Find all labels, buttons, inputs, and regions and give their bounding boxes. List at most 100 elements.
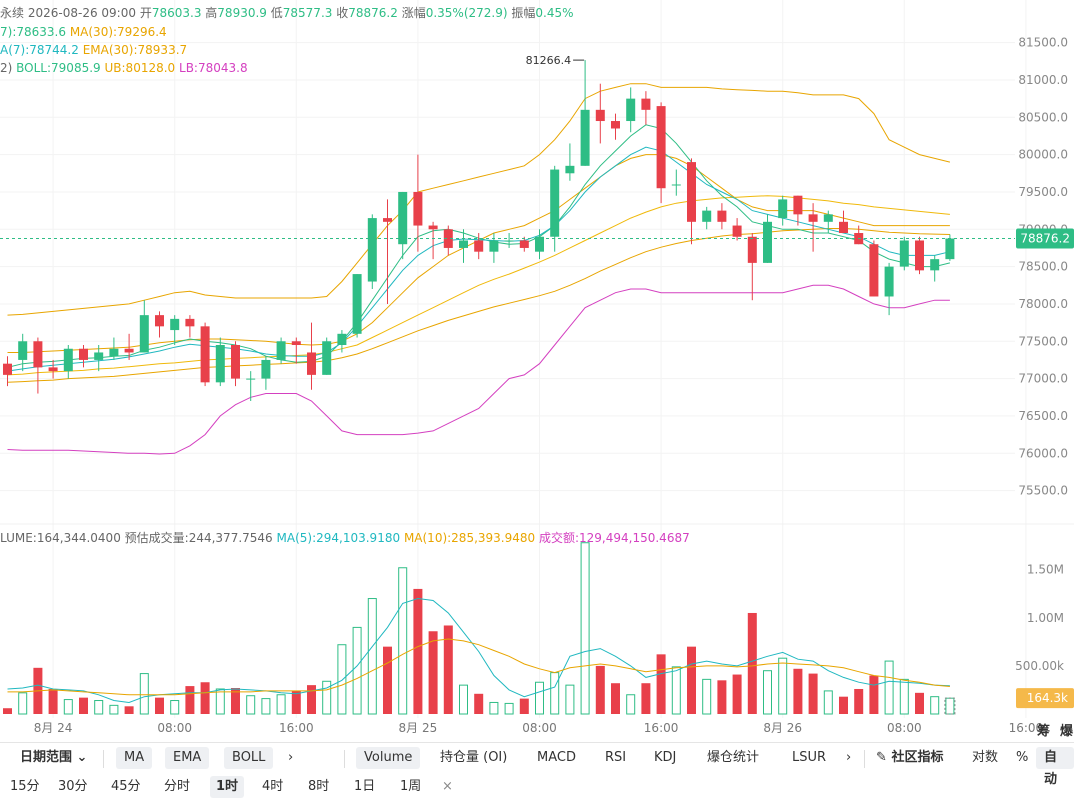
volume-bar <box>170 700 180 715</box>
volume-bar <box>398 567 408 715</box>
date-range-button[interactable]: 日期范围 ⌄ <box>20 750 88 765</box>
timeframe-1h[interactable]: 1时 <box>210 776 245 798</box>
candle-body <box>671 184 681 186</box>
time-axis-label: 8月 25 <box>399 721 438 735</box>
timeframe-4h[interactable]: 4时 <box>262 779 284 794</box>
chevron-down-icon: ⌄ <box>76 750 88 765</box>
candle-body <box>565 165 575 174</box>
volume-bar <box>899 678 909 715</box>
turnover-value: 成交额:129,494,150.4687 <box>538 531 690 545</box>
volume-bar <box>413 588 423 714</box>
ema-legend: A(7):78744.2 EMA(30):78933.7 <box>0 43 187 57</box>
percent-scale-button[interactable]: % <box>1016 750 1029 765</box>
volume-bar <box>231 688 240 714</box>
candle-body <box>200 326 210 383</box>
kdj-button[interactable]: KDJ <box>654 750 677 765</box>
ma7-value: 7):78633.6 <box>0 25 66 39</box>
vol-ma10-value: MA(10):285,393.9480 <box>403 531 536 545</box>
volume-bar <box>550 672 560 715</box>
volume-button[interactable]: Volume <box>356 747 421 769</box>
candle-body <box>94 352 104 360</box>
price-tick-label: 75500.0 <box>1018 484 1068 498</box>
candle-body <box>18 341 28 360</box>
toolbar-divider <box>0 742 1074 743</box>
log-scale-button[interactable]: 对数 <box>972 750 999 765</box>
volume-bar <box>94 700 104 715</box>
volume-bar <box>48 688 58 714</box>
rsi-button[interactable]: RSI <box>605 750 627 765</box>
candle-body <box>656 106 666 189</box>
candle-body <box>291 341 301 346</box>
candle-body <box>48 367 58 372</box>
divider <box>864 750 865 768</box>
ma-button[interactable]: MA <box>116 747 153 769</box>
candle-body <box>352 274 362 334</box>
candle-body <box>808 214 818 222</box>
macd-button[interactable]: MACD <box>537 750 576 765</box>
price-tick-label: 81500.0 <box>1018 36 1068 50</box>
boll-upper-line <box>7 83 951 316</box>
timeframe-1w[interactable]: 1周 <box>400 779 422 794</box>
candle-body <box>641 98 651 110</box>
timeframe-8h[interactable]: 8时 <box>308 779 330 794</box>
candle-body <box>383 218 392 222</box>
candle-body <box>519 240 529 248</box>
lsur-button[interactable]: LSUR <box>792 750 827 765</box>
volume-bar <box>671 666 681 715</box>
volume-bar <box>732 674 742 714</box>
timeframe-line[interactable]: 分时 <box>164 779 191 794</box>
chevron-right-icon[interactable]: › <box>288 750 294 765</box>
volume-bar <box>215 688 225 715</box>
oi-button[interactable]: 持仓量 (OI) <box>440 750 508 765</box>
price-tick-label: 80500.0 <box>1018 110 1068 124</box>
chips-tab[interactable]: 筹 <box>1037 724 1051 739</box>
ema-button[interactable]: EMA <box>165 747 210 769</box>
candle-body <box>413 191 423 226</box>
volume-bar <box>367 598 377 715</box>
price-chart[interactable]: 81500.081000.080500.080000.079500.079000… <box>0 0 1074 742</box>
indicator-toolbar: 日期范围 ⌄ MA EMA BOLL › Volume 持仓量 (OI) MAC… <box>0 742 1074 787</box>
candle-body <box>139 315 149 353</box>
candle-body <box>945 238 955 260</box>
candle-body <box>580 109 590 166</box>
candle-body <box>3 363 12 375</box>
timeframe-bar: 15分 30分 45分 分时 1时 4时 8时 1日 1周 × <box>0 774 1074 801</box>
timeframe-45m[interactable]: 45分 <box>111 779 141 794</box>
boll-button[interactable]: BOLL <box>224 747 274 769</box>
candle-body <box>170 318 180 331</box>
candle-body <box>337 333 347 346</box>
volume-bar <box>519 698 529 714</box>
volume-bar <box>307 685 316 714</box>
liquidation-stats-button[interactable]: 爆仓统计 <box>707 750 760 765</box>
lb-value: LB:78043.8 <box>179 61 248 75</box>
volume-bar <box>291 690 301 714</box>
chevron-right-icon[interactable]: › <box>846 750 852 765</box>
volume-bar <box>702 678 712 715</box>
timeframe-1d[interactable]: 1日 <box>354 779 376 794</box>
ohlc-row: 永续 2026-08-26 09:00 开78603.3 高78930.9 低7… <box>0 6 574 20</box>
candle-body <box>839 221 848 234</box>
volume-bar <box>626 694 636 715</box>
candle-body <box>79 348 88 360</box>
liquidation-tab[interactable]: 爆 <box>1060 724 1074 739</box>
candle-body <box>215 345 225 383</box>
open-value: 78603.3 <box>151 6 202 20</box>
timeframe-15m[interactable]: 15分 <box>10 779 40 794</box>
candle-body <box>504 240 514 242</box>
candle-body <box>915 240 924 271</box>
close-icon[interactable]: × <box>442 779 453 794</box>
price-tick-label: 78500.0 <box>1018 260 1068 274</box>
volume-bar <box>884 660 894 715</box>
timeframe-30m[interactable]: 30分 <box>58 779 88 794</box>
auto-scale-button[interactable]: 自动 <box>1036 747 1074 787</box>
community-indicators-button[interactable]: ✎ 社区指标 <box>876 750 944 765</box>
current-volume-badge <box>1016 688 1074 709</box>
ub-value: UB:80128.0 <box>104 61 176 75</box>
candle-body <box>793 195 803 215</box>
candle-body <box>261 359 271 379</box>
time-axis-label: 16:00 <box>279 721 314 735</box>
ema30-value: EMA(30):78933.7 <box>82 43 188 57</box>
volume-bar <box>383 646 392 714</box>
price-tick-label: 76000.0 <box>1018 446 1068 460</box>
current-price-label: 78876.2 <box>1020 232 1070 246</box>
